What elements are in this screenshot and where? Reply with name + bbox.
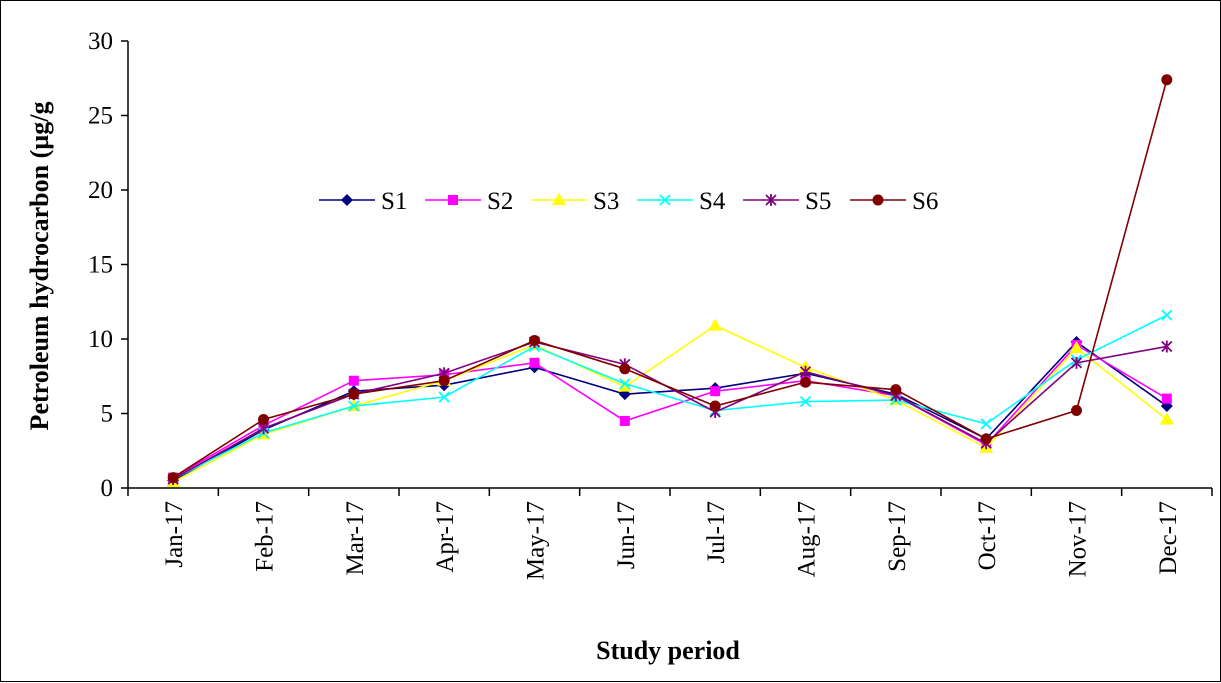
point-s3-jun-17 xyxy=(617,379,632,392)
series-s6 xyxy=(167,74,1173,484)
x-tick-label-jan-17: Jan-17 xyxy=(161,501,188,568)
point-s4-dec-17 xyxy=(1161,309,1173,321)
series-line-s6 xyxy=(172,79,1168,479)
legend: S1 S2 S3 S4 S5 S6 xyxy=(319,188,938,215)
series-s3 xyxy=(166,318,1174,488)
point-s3-nov-17 xyxy=(1069,340,1084,353)
point-s6-sep-17 xyxy=(890,384,902,396)
point-s4-oct-17 xyxy=(980,418,992,430)
y-axis-title: Petroleum hydrocarbon (µg/g xyxy=(25,102,54,431)
legend-item-s3: S3 xyxy=(531,188,619,215)
x-tick-label-nov-17: Nov-17 xyxy=(1065,501,1092,577)
series-s4 xyxy=(167,309,1173,485)
point-s6-dec-17 xyxy=(1161,74,1173,86)
y-tick-label-10: 10 xyxy=(88,326,113,353)
point-s6-mar-17 xyxy=(348,388,360,400)
x-axis-title: Study period xyxy=(596,636,740,665)
point-s3-jul-17 xyxy=(708,318,723,331)
point-s2-dec-17 xyxy=(1161,393,1172,404)
legend-label-s5: S5 xyxy=(805,188,831,215)
x-tick-label-apr-17: Apr-17 xyxy=(432,501,459,573)
point-s6-feb-17 xyxy=(258,413,269,425)
legend-marker-s1 xyxy=(341,194,353,206)
y-tick-label-5: 5 xyxy=(101,401,114,428)
point-s4-aug-17 xyxy=(799,395,812,408)
point-s4-apr-17 xyxy=(438,391,450,403)
point-s6-aug-17 xyxy=(800,376,811,388)
x-tick-label-sep-17: Sep-17 xyxy=(884,501,911,572)
legend-item-s4: S4 xyxy=(637,188,726,215)
legend-label-s2: S2 xyxy=(487,188,513,215)
legend-marker-s6 xyxy=(872,194,884,206)
series-line-s1 xyxy=(172,340,1168,482)
y-tick-label-20: 20 xyxy=(88,177,113,204)
legend-marker-s3 xyxy=(552,193,566,205)
legend-item-s1: S1 xyxy=(319,188,407,215)
point-s6-apr-17 xyxy=(438,375,450,387)
legend-item-s2: S2 xyxy=(425,188,513,215)
series-group xyxy=(166,74,1174,488)
x-tick-label-oct-17: Oct-17 xyxy=(974,501,1001,570)
point-s6-may-17 xyxy=(529,334,540,346)
series-line-s2 xyxy=(172,343,1168,479)
x-tick-label-dec-17: Dec-17 xyxy=(1155,501,1182,575)
point-s6-jan-17 xyxy=(167,472,179,484)
x-tick-label-feb-17: Feb-17 xyxy=(252,501,279,572)
point-s4-jun-17 xyxy=(619,378,631,390)
legend-marker-s4 xyxy=(659,194,671,206)
x-tick-label-mar-17: Mar-17 xyxy=(342,501,369,575)
series-line-s4 xyxy=(172,314,1168,480)
y-tick-label-30: 30 xyxy=(88,28,113,55)
legend-label-s1: S1 xyxy=(381,188,407,215)
y-tick-label-0: 0 xyxy=(101,475,114,502)
point-s5-nov-17 xyxy=(1070,356,1083,369)
axes: 0 5 10 15 20 25 30 Jan-17 Feb-17 Mar-17 Apr-17 May-… xyxy=(88,28,1213,580)
point-s2-jun-17 xyxy=(619,415,630,426)
point-s2-mar-17 xyxy=(348,375,359,386)
x-tick-label-jul-17: Jul-17 xyxy=(703,501,730,564)
y-tick-label-15: 15 xyxy=(88,252,113,279)
point-s2-may-17 xyxy=(529,357,540,368)
point-s6-oct-17 xyxy=(980,433,992,445)
point-s6-jul-17 xyxy=(709,400,721,412)
series-s5 xyxy=(167,335,1173,486)
point-s5-aug-17 xyxy=(799,365,812,378)
y-tick-label-25: 25 xyxy=(88,103,113,130)
point-s3-dec-17 xyxy=(1159,412,1174,425)
legend-marker-s2 xyxy=(448,195,458,205)
legend-label-s3: S3 xyxy=(593,188,619,215)
point-s2-jul-17 xyxy=(710,386,721,397)
point-s6-jun-17 xyxy=(619,363,631,375)
legend-marker-s5 xyxy=(765,194,777,206)
point-s6-nov-17 xyxy=(1071,405,1082,417)
point-s5-dec-17 xyxy=(1161,340,1173,353)
x-tick-label-may-17: May-17 xyxy=(523,501,550,580)
legend-label-s6: S6 xyxy=(912,188,938,215)
x-tick-label-aug-17: Aug-17 xyxy=(794,501,821,577)
legend-label-s4: S4 xyxy=(699,188,726,215)
legend-item-s5: S5 xyxy=(743,188,831,215)
x-tick-label-jun-17: Jun-17 xyxy=(613,501,640,569)
legend-item-s6: S6 xyxy=(850,188,938,215)
point-s4-mar-17 xyxy=(348,400,360,412)
